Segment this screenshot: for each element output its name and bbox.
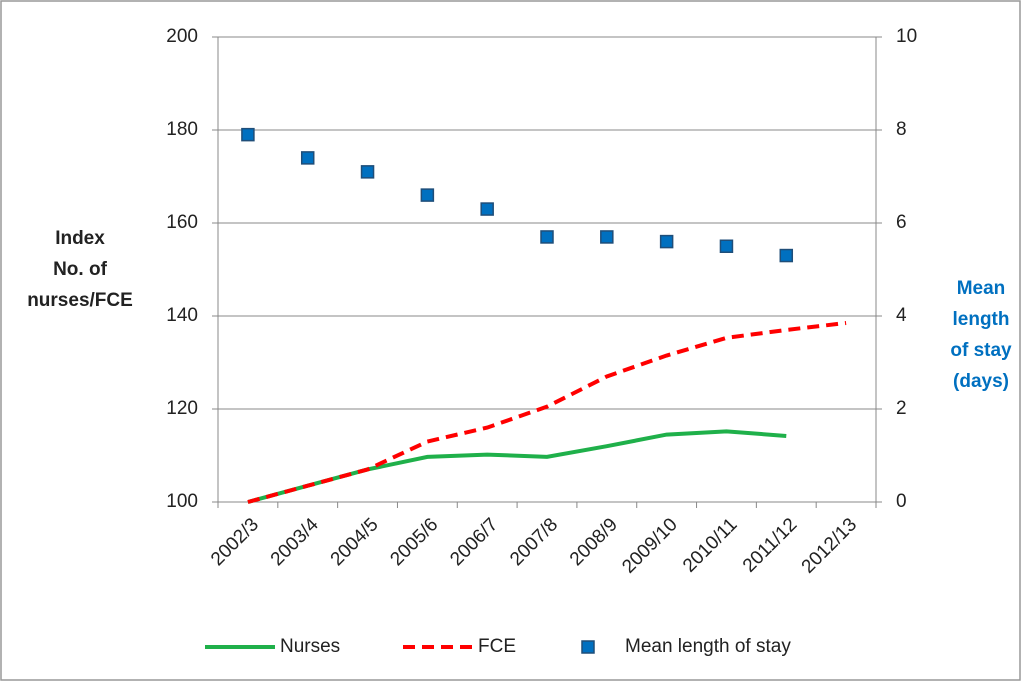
y-axis-title: Index [55,228,105,249]
series-line [247,320,847,504]
y-tick-label: 200 [166,26,198,47]
y-tick-label: 100 [166,491,198,512]
marker [600,230,614,244]
legend-marker [581,640,595,654]
y2-tick-label: 8 [896,119,907,140]
marker [480,202,494,216]
y-tick-label: 140 [166,305,198,326]
series-line [247,429,787,504]
marker [420,188,435,202]
marker [300,151,315,165]
y-tick-label: 180 [166,119,198,140]
legend-label: Nurses [280,636,340,657]
legend-label: FCE [478,636,516,657]
y2-tick-label: 10 [896,26,917,47]
y2-axis-title: (days) [953,371,1009,392]
y2-axis-title: length [953,309,1010,330]
y2-tick-label: 6 [896,212,907,233]
y2-axis-title: of stay [950,340,1012,361]
y2-tick-label: 2 [896,398,907,419]
legend-label: Mean length of stay [625,636,791,657]
marker [540,230,554,244]
y2-axis-title: Mean [957,278,1006,299]
y-tick-label: 160 [166,212,198,233]
marker [719,239,734,253]
marker [360,165,375,179]
marker [779,248,794,263]
y2-tick-label: 0 [896,491,907,512]
marker [659,234,674,249]
y-axis-title: No. of [53,259,107,280]
marker [241,127,255,142]
y-axis-title: nurses/FCE [27,290,133,311]
y-tick-label: 120 [166,398,198,419]
y2-tick-label: 4 [896,305,907,326]
